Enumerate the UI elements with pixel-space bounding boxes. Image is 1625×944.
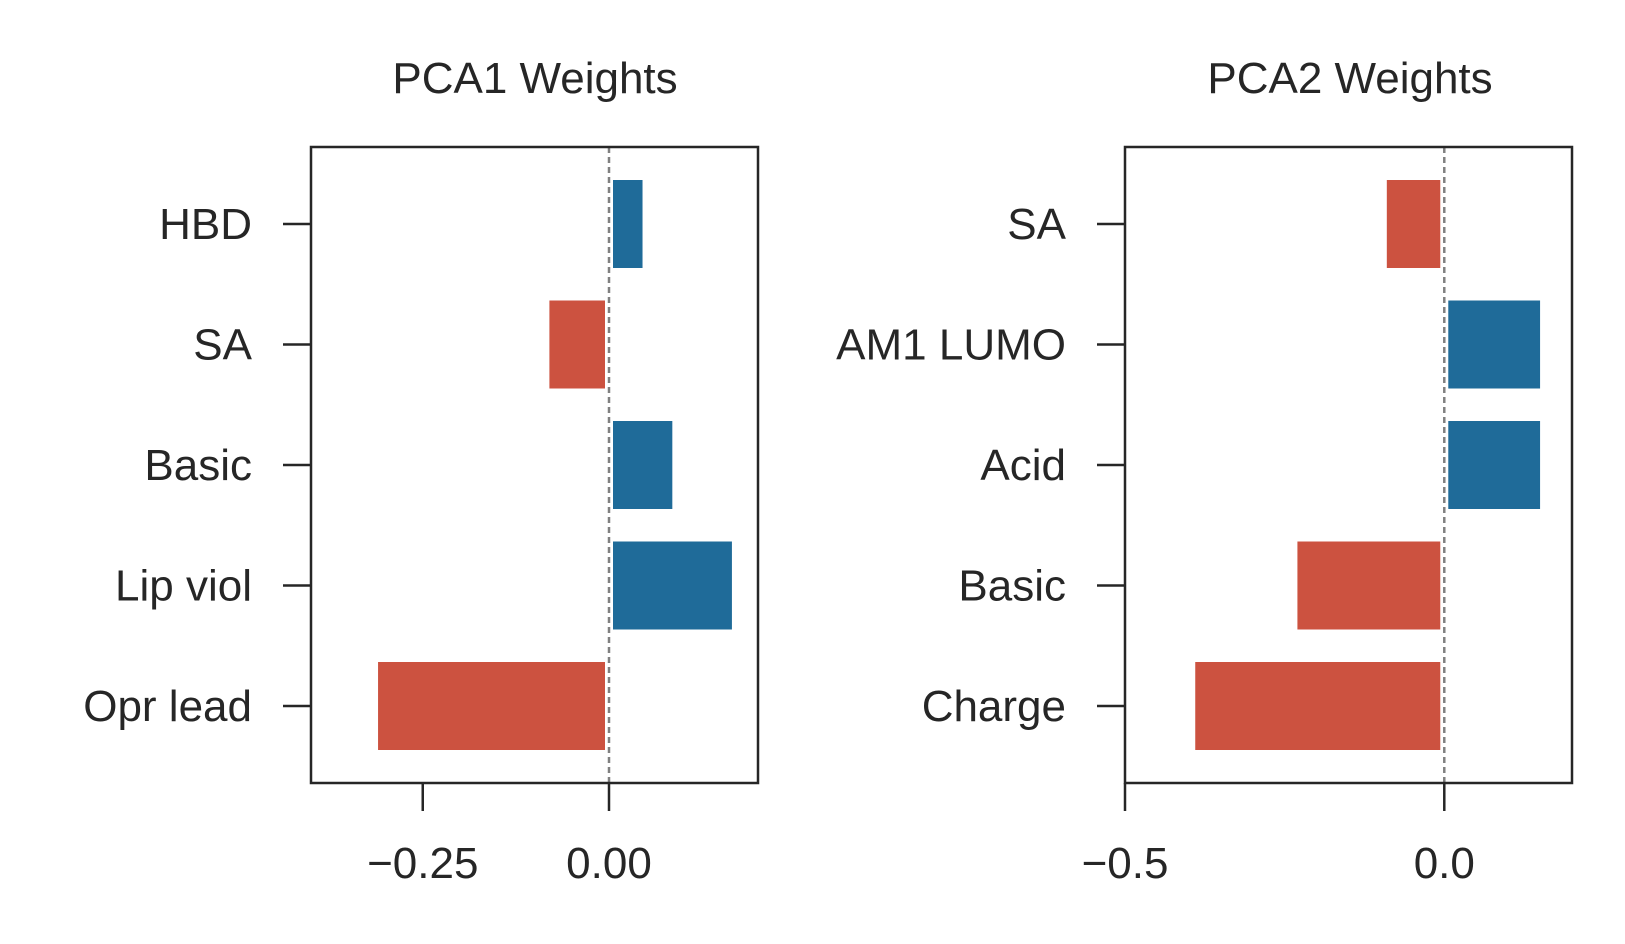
x-tick-label: 0.0	[1414, 839, 1475, 888]
y-tick-label: SA	[193, 321, 252, 370]
y-tick-label: Basic	[144, 441, 252, 490]
x-tick-label: 0.00	[566, 839, 652, 888]
y-tick-label: Acid	[980, 441, 1066, 490]
chart-title: PCA1 Weights	[392, 54, 677, 103]
y-axis: SA AM1 LUMO Acid Basic Charge	[836, 200, 1125, 731]
bar-charge	[1195, 662, 1441, 750]
y-tick-label: SA	[1007, 200, 1066, 249]
bar-hbd	[613, 180, 643, 268]
bar-lip-viol	[613, 541, 732, 630]
x-tick-label: −0.25	[367, 839, 478, 888]
y-tick-label: HBD	[159, 200, 252, 249]
y-tick-label: Lip viol	[115, 562, 252, 611]
y-axis: HBD SA Basic Lip viol Opr lead	[83, 200, 311, 731]
x-axis: −0.25 0.00	[367, 783, 652, 888]
bars-group	[1195, 180, 1541, 750]
bar-sa	[1386, 180, 1441, 268]
chart-title: PCA2 Weights	[1207, 54, 1492, 103]
bar-basic	[613, 421, 673, 509]
bar-am1-lumo	[1448, 300, 1541, 389]
y-tick-label: Charge	[922, 682, 1066, 731]
bars-group	[378, 180, 732, 750]
bar-basic	[1297, 541, 1441, 630]
y-tick-label: AM1 LUMO	[836, 321, 1066, 370]
pca2-panel: PCA2 Weights SA AM1 LUMO Acid Basic Charge −…	[836, 54, 1574, 888]
y-tick-label: Opr lead	[83, 682, 252, 731]
y-tick-label: Basic	[958, 562, 1066, 611]
bar-acid	[1448, 421, 1541, 509]
bar-sa	[549, 300, 605, 389]
bar-opr-lead	[378, 662, 605, 750]
x-axis: −0.5 0.0	[1082, 783, 1475, 888]
x-tick-label: −0.5	[1082, 839, 1169, 888]
